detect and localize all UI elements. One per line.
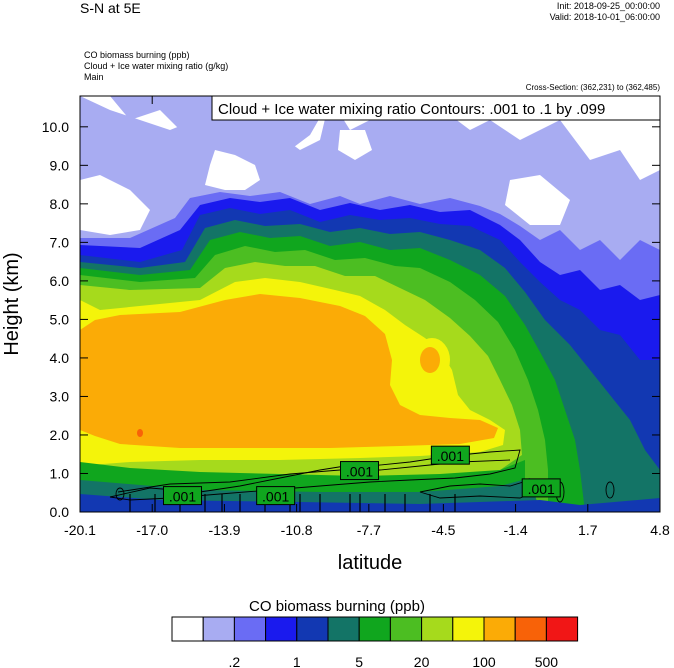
field-label-cloud: Cloud + Ice water mixing ratio (g/kg): [84, 61, 229, 71]
y-tick-label: 0.0: [50, 504, 70, 520]
contour-label-box: [521, 478, 561, 498]
colorbar-tick-label: 5: [355, 654, 363, 668]
x-tick-label: -7.7: [357, 522, 381, 538]
colorbar-tick-label: 20: [414, 654, 430, 668]
moisture-contour-5: [605, 481, 615, 499]
field-label-main: Main: [84, 72, 104, 82]
y-tick-label: 10.0: [42, 119, 69, 135]
colorbar-swatch: [389, 616, 423, 642]
level-band-100: [80, 294, 498, 448]
colorbar-title: CO biomass burning (ppb): [249, 598, 425, 615]
y-tick-label: 7.0: [50, 234, 70, 250]
level-blob-100: [420, 347, 440, 373]
colorbar-tick-label: 500: [535, 654, 559, 668]
field-label-co: CO biomass burning (ppb): [84, 50, 190, 60]
colorbar-swatch: [452, 616, 485, 642]
colorbar: .2 1 5 20 100 500: [171, 616, 579, 668]
x-axis-label: latitude: [338, 552, 403, 574]
init-time: Init: 2018-09-25_00:00:00: [556, 1, 660, 11]
y-tick-label: 1.0: [50, 465, 70, 481]
colorbar-swatch: [171, 616, 204, 642]
contour-label: .001: [169, 489, 196, 505]
clear-sky-region-2: [80, 175, 150, 235]
contour-info-box: [211, 95, 661, 121]
y-tick-label: 9.0: [50, 157, 70, 173]
colorbar-swatch: [296, 616, 329, 642]
y-tick-label: 4.0: [50, 350, 70, 366]
colorbar-swatch: [265, 616, 298, 642]
colorbar-swatch: [545, 616, 579, 642]
colorbar-tick-label: 1: [293, 654, 301, 668]
colorbar-swatch: [514, 616, 547, 642]
y-tick-label: 6.0: [50, 273, 70, 289]
x-tick-label: -10.8: [281, 522, 313, 538]
y-axis-label: Height (km): [1, 252, 23, 355]
colorbar-tick-label: .2: [229, 654, 241, 668]
axis-ticks: -20.1 -17.0 -13.9 -10.8 -7.7 -4.5 -1.4 1.7 4.8 0.…: [42, 96, 670, 538]
colorbar-swatch: [483, 616, 516, 642]
x-tick-label: -1.4: [504, 522, 528, 538]
plot-title: S-N at 5E: [80, 0, 141, 16]
colorbar-swatch: [202, 616, 235, 642]
moisture-contour: [109, 449, 521, 501]
clear-sky-region-1: [205, 150, 260, 190]
y-tick-label: 8.0: [50, 196, 70, 212]
contour-label: .001: [346, 464, 373, 480]
y-tick-label: 5.0: [50, 311, 70, 327]
moisture-contour-6: [115, 487, 125, 501]
colorbar-swatch: [327, 616, 360, 642]
cross-section-label: Cross-Section: (362,231) to (362,485): [525, 83, 660, 92]
contour-label-box: [162, 486, 202, 506]
x-tick-label: 1.7: [578, 522, 598, 538]
contour-label: .001: [262, 489, 289, 505]
contour-label-box: [430, 445, 470, 465]
x-tick-label: -13.9: [208, 522, 240, 538]
clear-sky-region-4: [338, 130, 372, 160]
x-tick-label: -20.1: [64, 522, 96, 538]
colorbar-swatch: [421, 616, 454, 642]
x-tick-label: 4.8: [650, 522, 670, 538]
x-tick-label: -4.5: [431, 522, 455, 538]
level-blob-500: [137, 429, 143, 437]
valid-time: Valid: 2018-10-01_06:00:00: [549, 12, 660, 22]
contour-info-text: Cloud + Ice water mixing ratio Contours:…: [218, 101, 605, 118]
contour-label-box: [256, 486, 296, 506]
contour-label: .001: [437, 448, 464, 464]
clear-sky-region-3: [505, 175, 570, 225]
y-tick-label: 2.0: [50, 427, 70, 443]
contour-label-box: [340, 461, 380, 481]
y-tick-label: 3.0: [50, 388, 70, 404]
colorbar-tick-label: 100: [472, 654, 496, 668]
colorbar-swatch: [358, 616, 391, 642]
contour-labels: .001 .001 .001 .001 .001: [162, 445, 561, 506]
filled-contours: [80, 96, 660, 512]
lower-band-blue: [80, 494, 660, 512]
colorbar-swatch: [233, 616, 267, 642]
x-tick-label: -17.0: [136, 522, 168, 538]
contour-label: .001: [528, 481, 555, 497]
